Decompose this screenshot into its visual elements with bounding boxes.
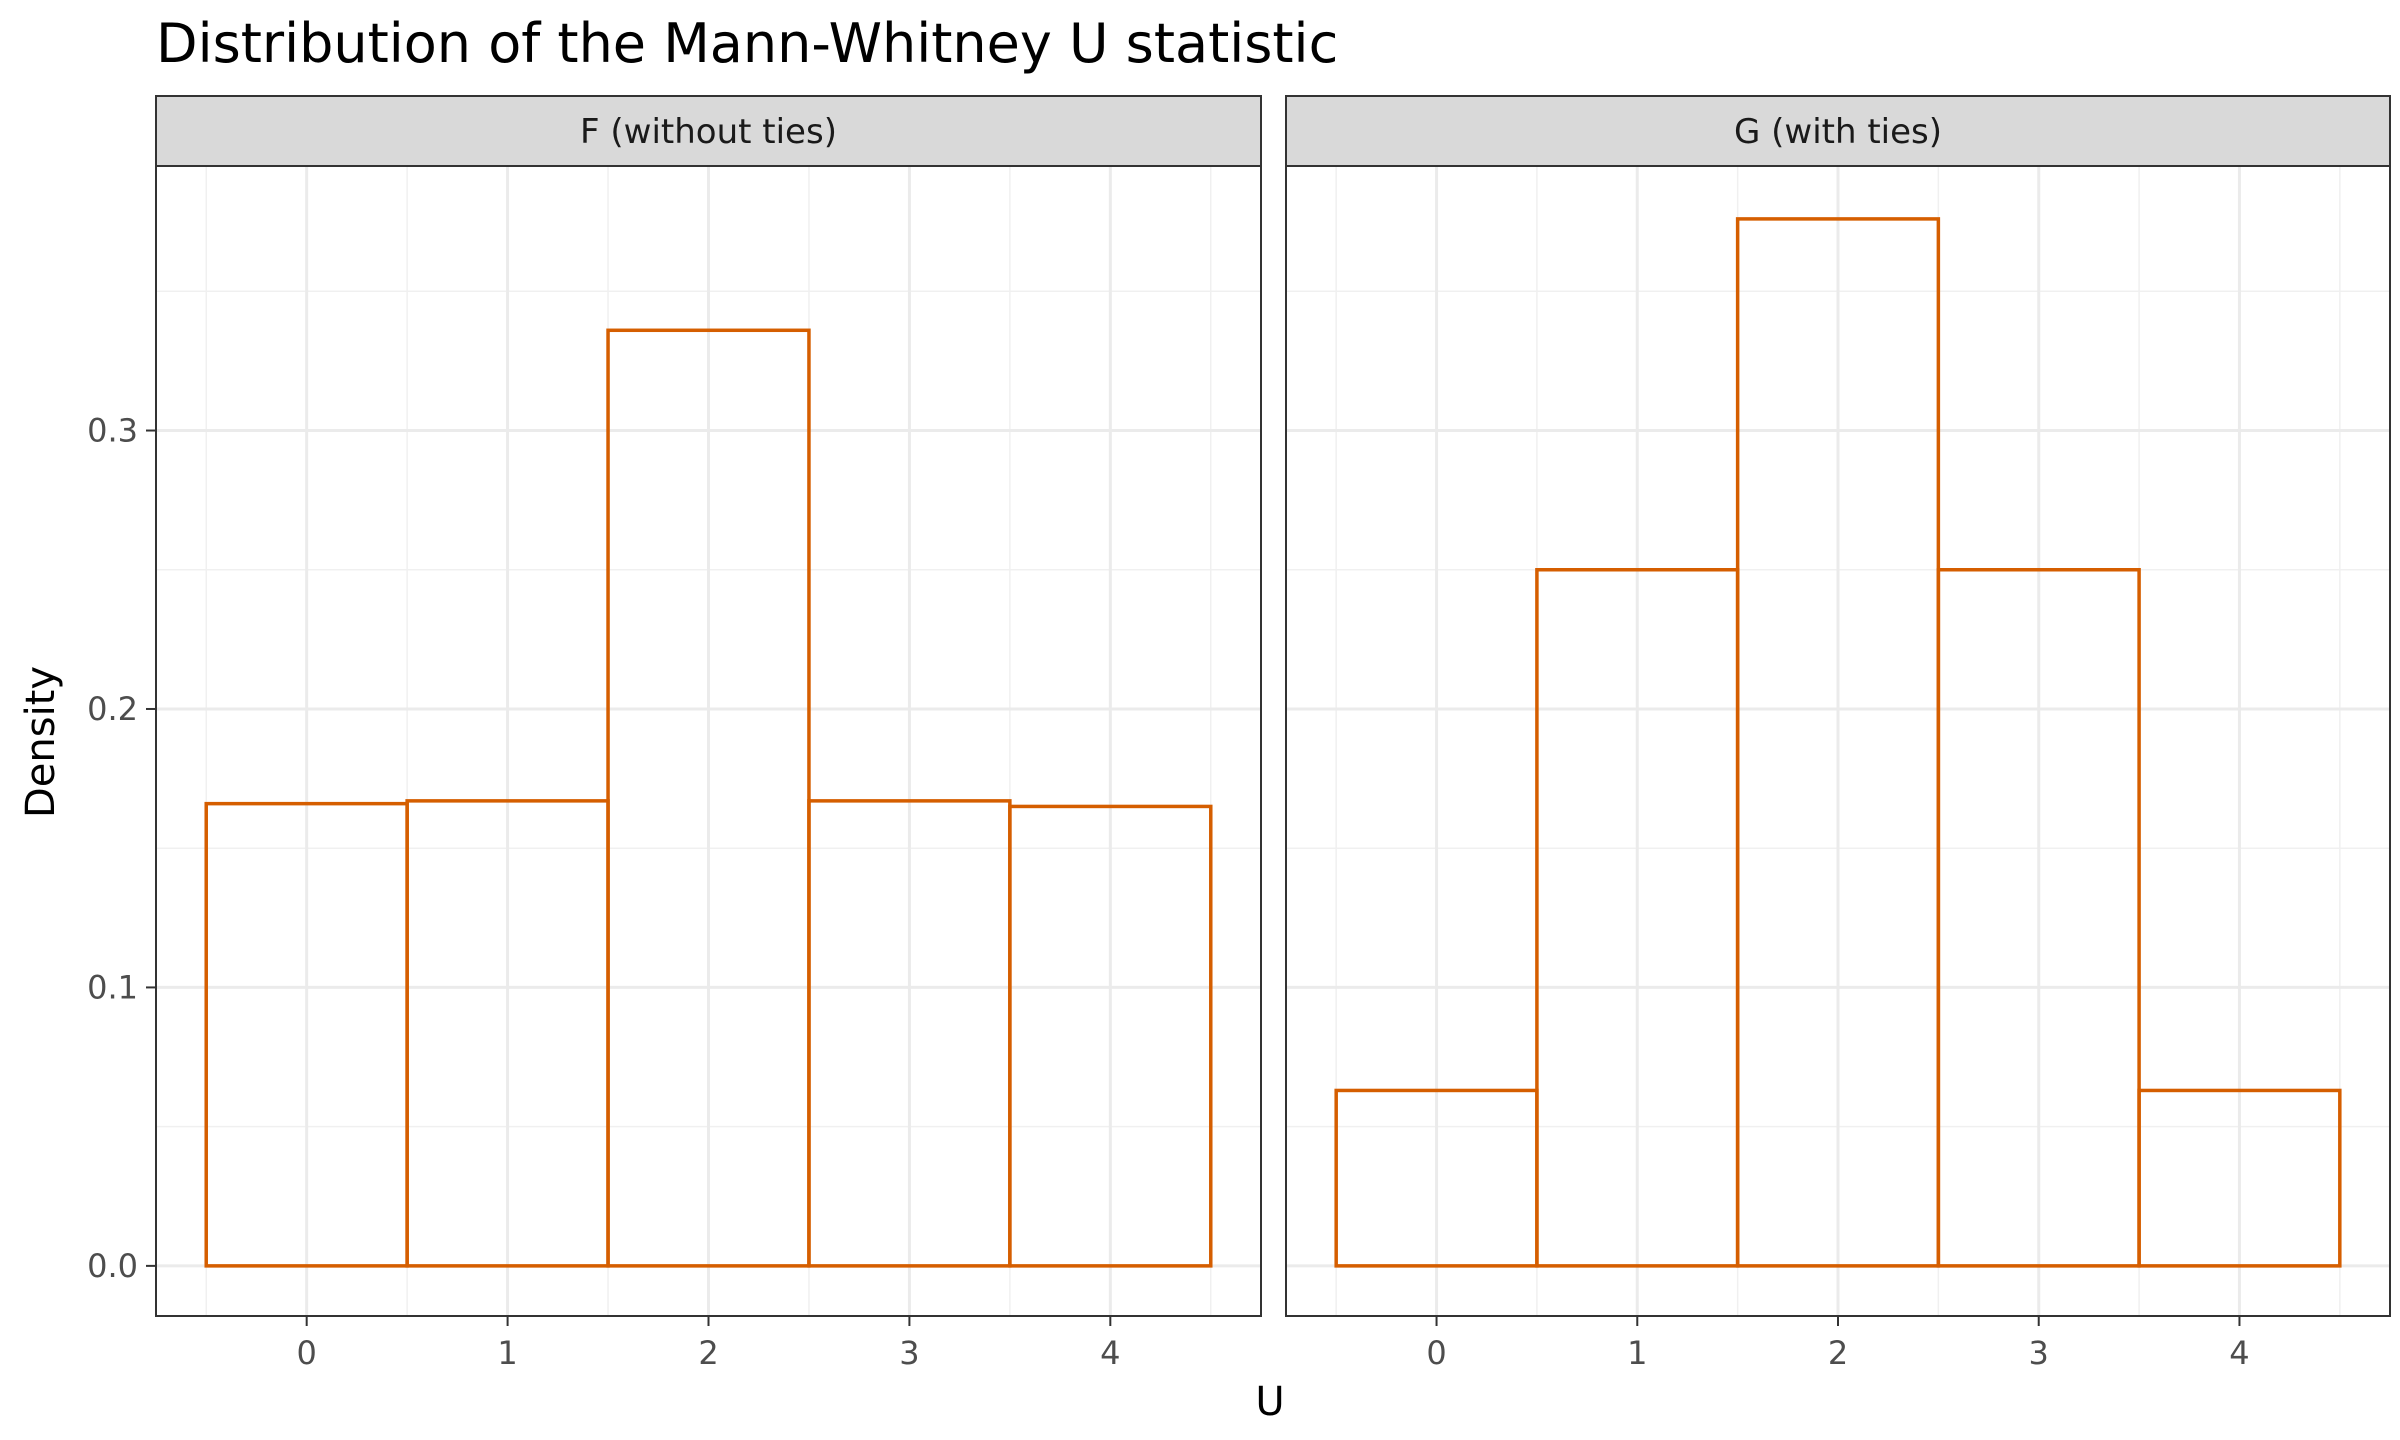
x-tick-label: 0 [1426, 1334, 1446, 1372]
x-tick-label: 2 [698, 1334, 718, 1372]
facet-panel-2: G (with ties) 0 1 2 3 4 [1285, 95, 2391, 1372]
bar-u-4 [1008, 804, 1213, 1268]
facet-strip-label: F (without ties) [580, 112, 837, 152]
x-tick-label: 2 [1828, 1334, 1848, 1372]
x-tick-label: 1 [1627, 1334, 1647, 1372]
facet-strip [155, 95, 1262, 167]
y-axis-title: Density [18, 666, 64, 818]
facet-strip [1285, 95, 2391, 167]
chart-title: Distribution of the Mann-Whitney U stati… [156, 12, 1338, 75]
y-tick-label: 0.2 [87, 690, 138, 728]
bar-u-4 [2137, 1088, 2342, 1268]
bar-u-2 [606, 328, 811, 1268]
y-tick-label: 0.1 [87, 968, 138, 1006]
bar-u-3 [1936, 568, 2141, 1268]
x-tick-label: 3 [2029, 1334, 2049, 1372]
x-tick-label: 4 [2229, 1334, 2249, 1372]
facet-strip-label: G (with ties) [1734, 112, 1942, 152]
x-tick-label: 4 [1100, 1334, 1120, 1372]
y-tick-label: 0.0 [87, 1247, 138, 1285]
facet-panel-1: F (without ties) 0 1 2 3 4 0.0 0.1 0.2 0.3 [87, 95, 1262, 1372]
x-tick-label: 0 [297, 1334, 317, 1372]
facet-panels: F (without ties) 0 1 2 3 4 0.0 0.1 0.2 0.3 G (with… [87, 95, 2391, 1372]
x-tick-label: 3 [899, 1334, 919, 1372]
x-tick-label: 1 [497, 1334, 517, 1372]
x-axis-title: U [1255, 1379, 1284, 1425]
y-tick-label: 0.3 [87, 412, 138, 450]
